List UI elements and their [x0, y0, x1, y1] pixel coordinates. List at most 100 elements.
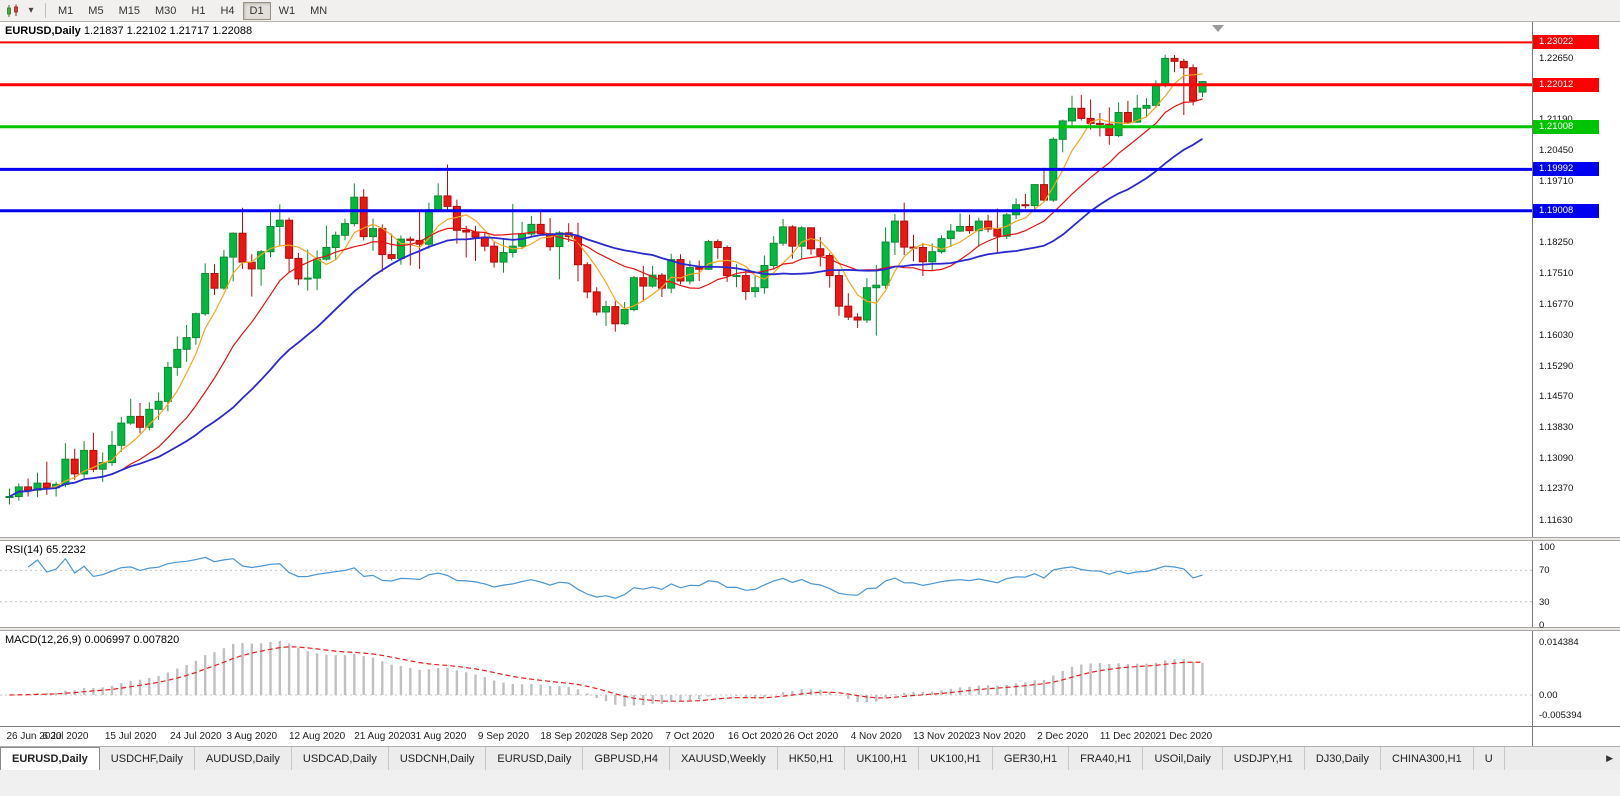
- price-tick: 1.14570: [1539, 391, 1574, 403]
- candlestick-chart[interactable]: [0, 22, 1532, 537]
- price-tick: 1.16030: [1539, 330, 1574, 341]
- date-label: 26 Jun 2020: [6, 731, 62, 742]
- macd-tick: -0.005394: [1539, 710, 1582, 722]
- price-tick: 1.13090: [1539, 453, 1574, 465]
- macd-title: MACD(12,26,9) 0.006997 0.007820: [5, 634, 180, 646]
- chart-tab-usdjpy-h1[interactable]: USDJPY,H1: [1222, 747, 1305, 770]
- date-label: 15 Jul 2020: [104, 731, 157, 742]
- chart-symbol-label: EURUSD,Daily: [5, 25, 81, 37]
- timeframe-button-group: M1 M5 M15 M30 H1 H4 D1 W1 MN: [51, 1, 334, 20]
- price-tick: 1.20450: [1539, 144, 1574, 156]
- rsi-title: RSI(14) 65.2232: [5, 544, 86, 556]
- rsi-line-chart[interactable]: [0, 541, 1532, 627]
- timeframe-m30[interactable]: M30: [148, 2, 183, 20]
- macd-plot[interactable]: MACD(12,26,9) 0.006997 0.007820: [0, 631, 1532, 726]
- price-tick: 1.21190: [1539, 114, 1573, 125]
- chart-ohlc-values: 1.21837 1.22102 1.21717 1.22088: [83, 25, 253, 37]
- chart-tab-gbpusd-h4[interactable]: GBPUSD,H4: [583, 747, 670, 770]
- chart-tab-uk100-h1[interactable]: UK100,H1: [845, 747, 920, 770]
- timeframe-w1[interactable]: W1: [272, 2, 303, 20]
- date-label: 12 Aug 2020: [289, 731, 346, 742]
- timeframe-m15[interactable]: M15: [112, 2, 147, 20]
- panel-splitter[interactable]: [0, 537, 1620, 541]
- chart-tab-usdcnh-daily[interactable]: USDCNH,Daily: [388, 747, 487, 770]
- toolbar-separator: [45, 3, 46, 18]
- chart-shift-marker: [1212, 25, 1224, 32]
- price-line-label: 1.21008: [1533, 119, 1599, 134]
- date-label: 28 Sep 2020: [596, 731, 653, 742]
- chart-title: EURUSD,Daily 1.21837 1.22102 1.21717 1.2…: [5, 25, 252, 37]
- date-label: 11 Dec 2020: [1099, 731, 1156, 742]
- date-label: 31 Aug 2020: [410, 731, 467, 742]
- rsi-axis[interactable]: 100 70 30 0: [1532, 541, 1620, 631]
- price-tick: 1.19710: [1539, 175, 1574, 187]
- timeframe-m5[interactable]: M5: [81, 2, 110, 20]
- chart-tab-ger30-h1[interactable]: GER30,H1: [992, 747, 1070, 770]
- chart-tab-hk50-h1[interactable]: HK50,H1: [777, 747, 846, 770]
- date-label: 21 Dec 2020: [1155, 731, 1213, 742]
- timeframe-d1[interactable]: D1: [242, 1, 271, 20]
- price-tick: 1.11630: [1539, 514, 1573, 526]
- main-chart-plot[interactable]: EURUSD,Daily 1.21837 1.22102 1.21717 1.2…: [0, 22, 1532, 537]
- macd-tick: 0.00: [1539, 690, 1558, 701]
- rsi-tick: 30: [1539, 596, 1550, 608]
- price-line-label: 1.19008: [1533, 203, 1599, 218]
- date-axis[interactable]: 26 Jun 2020 6 Jul 2020 15 Jul 2020 24 Jul 2…: [0, 726, 1620, 746]
- price-line-label: 1.19992: [1533, 162, 1599, 177]
- price-tick: 1.17510: [1539, 268, 1574, 279]
- rsi-plot[interactable]: RSI(14) 65.2232: [0, 541, 1532, 627]
- caret-down-icon[interactable]: ▾: [28, 5, 34, 16]
- chart-tab-dj30-daily[interactable]: DJ30,Daily: [1304, 747, 1381, 770]
- chart-tab-u[interactable]: U: [1473, 747, 1505, 770]
- date-label: 9 Sep 2020: [477, 731, 530, 742]
- toolbar: ▾ M1 M5 M15 M30 H1 H4 D1 W1 MN: [0, 0, 1620, 22]
- bottom-tabbar: EURUSD,Daily USDCHF,Daily AUDUSD,Daily USDC…: [0, 746, 1620, 770]
- chart-tab-usoil-daily[interactable]: USOil,Daily: [1143, 747, 1223, 770]
- date-label: 26 Oct 2020: [783, 731, 839, 742]
- macd-axis[interactable]: 0.014384 0.00 -0.005394: [1532, 631, 1620, 726]
- price-line-label: 1.23022: [1533, 35, 1599, 50]
- chart-tab-fra40-h1[interactable]: FRA40,H1: [1069, 747, 1144, 770]
- macd-tick: 0.014384: [1539, 636, 1579, 648]
- chart-tab-usdcad-daily[interactable]: USDCAD,Daily: [291, 747, 389, 770]
- timeframe-mn[interactable]: MN: [303, 2, 334, 20]
- date-label: 6 Jul 2020: [42, 731, 89, 742]
- date-label: 24 Jul 2020: [170, 731, 222, 742]
- panel-splitter[interactable]: [0, 627, 1620, 631]
- chart-tab-audusd-daily[interactable]: AUDUSD,Daily: [194, 747, 292, 770]
- macd-histogram-chart[interactable]: [0, 631, 1532, 726]
- price-tick: 1.22650: [1539, 52, 1574, 64]
- rsi-tick: 70: [1539, 565, 1550, 577]
- chart-tab-eurusd-daily[interactable]: EURUSD,Daily: [0, 747, 100, 770]
- timeframe-m1[interactable]: M1: [51, 2, 80, 20]
- date-label: 18 Sep 2020: [540, 731, 598, 742]
- date-axis-labels: 26 Jun 2020 6 Jul 2020 15 Jul 2020 24 Jul 2…: [0, 727, 1532, 746]
- date-label: 7 Oct 2020: [665, 731, 715, 742]
- date-label: 3 Aug 2020: [226, 731, 278, 742]
- price-tick: 1.13830: [1539, 422, 1574, 434]
- price-axis[interactable]: 1.226501.219201.211901.204501.197101.189…: [1532, 22, 1620, 537]
- chart-tab-uk100-h1[interactable]: UK100,H1: [919, 747, 993, 770]
- price-line-label: 1.22012: [1533, 77, 1599, 92]
- tab-scroll-right-icon[interactable]: ▶: [1606, 753, 1613, 763]
- chart-tab-china300-h1[interactable]: CHINA300,H1: [1381, 747, 1474, 770]
- chart-type-icon[interactable]: [4, 2, 22, 20]
- price-tick: 1.12370: [1539, 483, 1574, 495]
- chart-tab-usdchf-daily[interactable]: USDCHF,Daily: [99, 747, 195, 770]
- date-label: 2 Dec 2020: [1037, 731, 1089, 742]
- chart-tabs: EURUSD,Daily USDCHF,Daily AUDUSD,Daily USDC…: [0, 747, 1505, 770]
- candlestick-glyph: [7, 4, 18, 17]
- price-tick: 1.15290: [1539, 361, 1574, 372]
- bottom-strip: [0, 770, 1620, 796]
- date-label: 13 Nov 2020: [913, 731, 970, 742]
- chart-tab-eurusd-daily[interactable]: EURUSD,Daily: [486, 747, 584, 770]
- axis-corner: [1532, 727, 1620, 746]
- chart-tab-xauusd-weekly[interactable]: XAUUSD,Weekly: [669, 747, 778, 770]
- date-label: 16 Oct 2020: [727, 731, 783, 742]
- rsi-tick: 0: [1539, 620, 1545, 631]
- timeframe-h1[interactable]: H1: [184, 2, 212, 20]
- date-label: 21 Aug 2020: [354, 731, 411, 742]
- timeframe-h4[interactable]: H4: [213, 2, 241, 20]
- rsi-tick: 100: [1539, 542, 1555, 553]
